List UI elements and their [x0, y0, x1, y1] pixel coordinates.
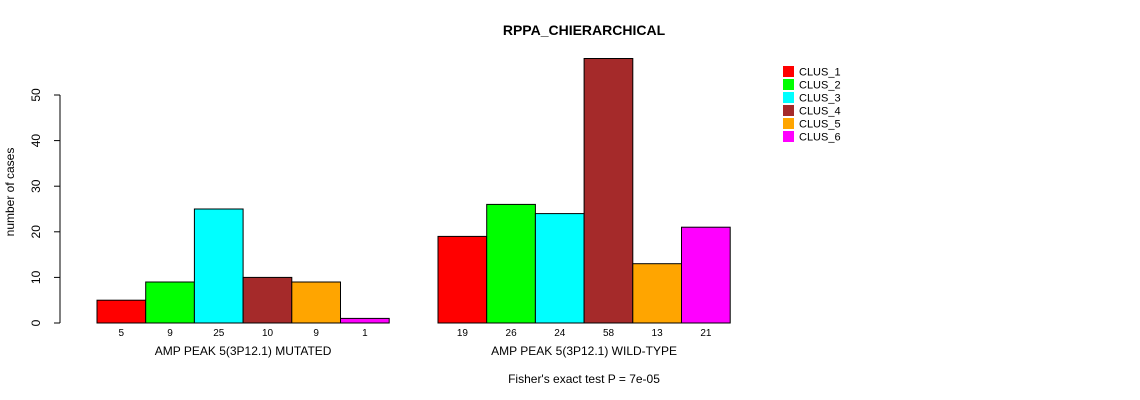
bar-clus-5 — [632, 263, 682, 324]
legend-swatch — [783, 118, 794, 129]
bar-clus-3 — [534, 213, 585, 324]
bar-count-label: 9 — [313, 328, 319, 339]
bar-clus-2 — [145, 281, 195, 324]
y-tick-label: 0 — [29, 319, 43, 326]
bar-clus-3 — [193, 208, 244, 324]
bar-count-label: 9 — [167, 328, 173, 339]
legend-swatch — [783, 66, 794, 77]
bar-count-label: 10 — [262, 328, 274, 339]
y-tick-label: 40 — [29, 134, 43, 148]
y-tick-label: 30 — [29, 179, 43, 193]
bar-count-label: 5 — [119, 328, 125, 339]
legend-swatch — [783, 79, 794, 90]
chart-title: RPPA_CHIERARCHICAL — [503, 22, 666, 38]
bars — [96, 58, 731, 324]
y-tick-label: 10 — [29, 270, 43, 284]
legend-label: CLUS_2 — [799, 80, 841, 92]
legend-label: CLUS_6 — [799, 132, 841, 144]
bar-count-label: 1 — [362, 328, 368, 339]
bar-clus-5 — [291, 281, 341, 324]
group-label: AMP PEAK 5(3P12.1) WILD-TYPE — [491, 344, 677, 358]
legend-swatch — [783, 131, 794, 142]
bar-count-label: 24 — [554, 328, 566, 339]
legend-swatch — [783, 105, 794, 116]
bar-clus-4 — [583, 58, 634, 324]
bar-clus-6 — [340, 317, 390, 324]
legend-label: CLUS_1 — [799, 67, 841, 79]
group-labels: AMP PEAK 5(3P12.1) MUTATED AMP PEAK 5(3P1… — [155, 344, 677, 358]
y-axis-label: number of cases — [3, 148, 17, 237]
bar-clus-1 — [96, 299, 147, 324]
bar-count-label: 26 — [506, 328, 518, 339]
y-tick-label: 20 — [29, 225, 43, 239]
bar-clus-2 — [486, 203, 536, 324]
bar-count-label: 13 — [652, 328, 664, 339]
bar-clus-1 — [437, 235, 488, 324]
bar-count-label: 19 — [457, 328, 469, 339]
bar-count-label: 21 — [700, 328, 712, 339]
group-label: AMP PEAK 5(3P12.1) MUTATED — [155, 344, 332, 358]
legend-label: CLUS_3 — [799, 93, 841, 105]
bar-clus-6 — [681, 226, 731, 324]
y-tick-label: 50 — [29, 88, 43, 102]
legend-label: CLUS_4 — [799, 106, 841, 118]
legend-label: CLUS_5 — [799, 119, 841, 131]
y-axis: 0 10 20 30 40 50 — [29, 88, 61, 326]
bar-count-label: 25 — [213, 328, 225, 339]
bar-count-label: 58 — [603, 328, 615, 339]
legend-swatch — [783, 92, 794, 103]
bar-count-labels: 5 9 25 10 9 1 19 26 24 58 13 21 — [119, 328, 712, 339]
bar-clus-4 — [242, 276, 293, 324]
fisher-test-footnote: Fisher's exact test P = 7e-05 — [508, 372, 660, 386]
